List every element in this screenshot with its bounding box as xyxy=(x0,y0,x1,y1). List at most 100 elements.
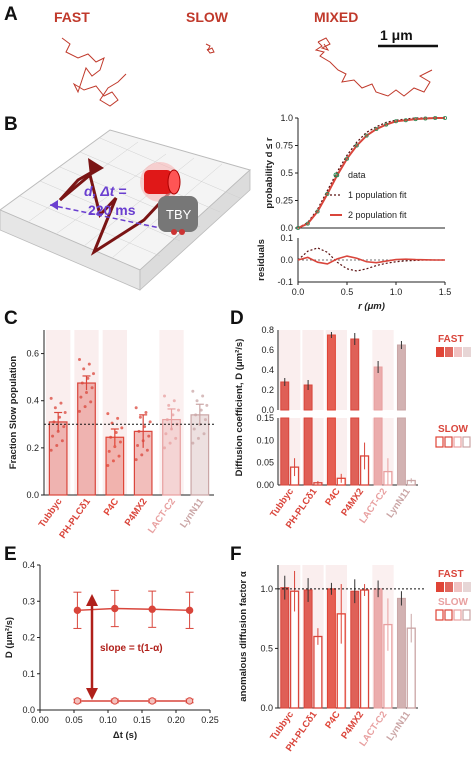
b-top-y-tick-label: 0.0 xyxy=(280,223,293,233)
panel-letter-c: C xyxy=(4,308,18,329)
b-bot-y-tick-label: -0.1 xyxy=(277,277,293,287)
d-bot-y-tick-label: 0.05 xyxy=(256,458,274,468)
f-y-label: anomalous diffusion factor α xyxy=(238,571,249,702)
b-bot-y-tick-label: 0.0 xyxy=(280,255,293,265)
c-data-point xyxy=(79,395,83,399)
b-bot-x-tick-label: 1.5 xyxy=(439,287,452,297)
e-data-point xyxy=(111,697,119,705)
trajectory-arrow-start xyxy=(58,170,93,202)
c-category-label: LynN11 xyxy=(178,496,207,530)
b-top-data-point xyxy=(295,225,300,230)
b-top-y-label: probability d ≤ r xyxy=(264,137,275,208)
b-legend-data-marker xyxy=(333,172,339,178)
d-legend-fast-swatch xyxy=(445,347,453,357)
f-legend-slow-swatch xyxy=(444,609,453,621)
f-bar-fast xyxy=(280,587,290,709)
e-x-tick-label: 0.05 xyxy=(65,715,83,725)
d-bar-fast-continued xyxy=(280,417,290,486)
c-bar xyxy=(162,418,181,496)
c-bar xyxy=(190,414,210,496)
e-y-tick-label: 0.3 xyxy=(22,596,35,606)
b-bot-x-tick-label: 0.0 xyxy=(292,287,305,297)
c-y-tick-label: 0.0 xyxy=(26,490,39,500)
b-bot-x-tick-label: 1.0 xyxy=(390,287,403,297)
b-top-data-point xyxy=(384,122,389,127)
c-data-point xyxy=(89,400,93,404)
c-data-point xyxy=(118,440,122,444)
chart-e: 0.0 0.1 0.2 0.3 0.4 0.00 0.05 0.10 0.15 0.20 0.25 D… xyxy=(4,560,219,741)
b-top-data-point xyxy=(442,116,447,121)
d-category-label: LynN11 xyxy=(385,486,414,520)
c-category-label: P4MX2 xyxy=(123,496,150,528)
c-data-point xyxy=(168,441,172,445)
c-data-point xyxy=(138,415,142,419)
d-bot-y-tick-label: 0.15 xyxy=(256,413,274,423)
panel-letter-e: E xyxy=(4,544,17,565)
d-legend-slow: SLOW xyxy=(438,424,469,435)
e-data-point xyxy=(185,606,194,615)
f-legend-slow-swatch xyxy=(462,609,471,621)
e-x-tick-label: 0.00 xyxy=(31,715,49,725)
trajectory-mixed-cluster xyxy=(317,37,331,51)
f-category-label: LynN11 xyxy=(385,709,414,743)
e-data-point xyxy=(73,606,82,615)
b-top-data-point xyxy=(305,221,310,226)
b-top-y-tick-label: 1.0 xyxy=(280,113,293,123)
c-data-point xyxy=(82,367,86,371)
b-top-data-point xyxy=(374,127,379,132)
c-data-point xyxy=(191,441,195,445)
c-data-point xyxy=(80,381,84,385)
e-y-tick-label: 0.0 xyxy=(22,705,35,715)
f-legend-slow-swatch xyxy=(453,609,462,621)
c-y-tick-label: 0.2 xyxy=(26,443,39,453)
f-bar-fast xyxy=(326,588,336,709)
c-data-point xyxy=(55,444,59,447)
e-y-tick-label: 0.2 xyxy=(22,633,35,643)
c-data-point xyxy=(203,418,207,422)
c-data-point xyxy=(145,448,149,452)
label-mixed: MIXED xyxy=(314,9,358,25)
d-top-y-tick-label: 0.2 xyxy=(261,385,274,395)
b-top-data-point xyxy=(364,133,369,138)
d-bar-fast xyxy=(373,366,383,411)
d-bar-fast-continued xyxy=(326,417,336,486)
b-top-y-tick-label: 0.75 xyxy=(275,141,293,151)
c-data-point xyxy=(195,399,199,403)
e-y-tick-label: 0.4 xyxy=(22,560,35,570)
label-fast: FAST xyxy=(54,9,90,25)
c-data-point xyxy=(52,420,56,424)
b-top-data-point xyxy=(423,116,428,121)
c-data-point xyxy=(177,408,180,412)
c-data-point xyxy=(141,439,145,443)
e-y-tick-label: 0.1 xyxy=(22,669,35,679)
d-bar-fast xyxy=(326,334,336,411)
trajectory-fast xyxy=(61,37,127,107)
c-data-point xyxy=(59,401,63,405)
panel-letter-b: B xyxy=(4,114,18,135)
d-bot-y-tick-label: 0.10 xyxy=(256,435,274,445)
c-data-point xyxy=(137,429,141,433)
d-bar-fast xyxy=(396,344,406,411)
lipid-head-icon xyxy=(171,229,177,235)
fluorophore-cap xyxy=(167,169,181,195)
tby-domain-icon xyxy=(158,196,198,232)
c-data-point xyxy=(201,394,205,398)
label-slow: SLOW xyxy=(186,9,229,25)
c-bar xyxy=(77,382,96,496)
c-data-point xyxy=(196,436,200,440)
e-x-tick-label: 0.15 xyxy=(133,715,151,725)
c-data-point xyxy=(164,432,168,436)
f-y-tick-label: 0.5 xyxy=(260,643,273,653)
c-y-tick-label: 0.6 xyxy=(26,349,39,359)
b-bot-y-tick-label: 0.1 xyxy=(280,233,293,243)
b-top-data-point xyxy=(354,143,359,148)
b-bot-x-tick-label: 0.5 xyxy=(341,287,354,297)
c-data-point xyxy=(83,405,87,409)
c-data-point xyxy=(144,411,148,414)
b-legend-1pop: 1 population fit xyxy=(348,190,407,200)
d-top-y-tick-label: 0.8 xyxy=(261,325,274,335)
c-data-point xyxy=(114,431,118,435)
e-data-point xyxy=(111,604,119,613)
